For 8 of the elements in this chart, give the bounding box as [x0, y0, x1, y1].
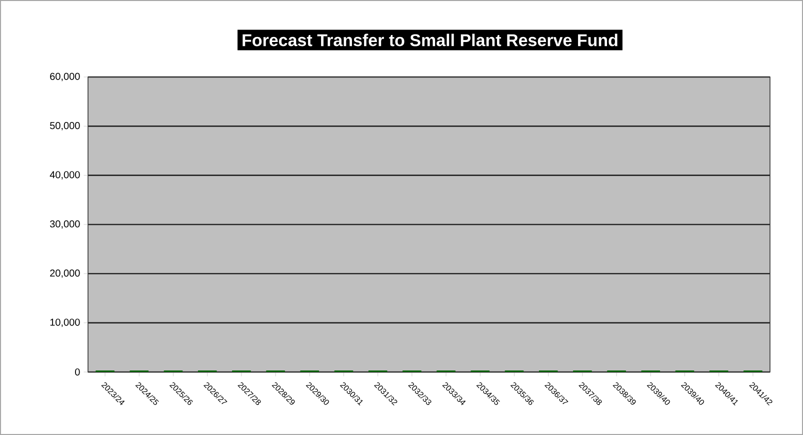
y-tick-label: 30,000	[50, 220, 80, 229]
y-tick-label: 10,000	[50, 318, 80, 327]
chart-title: Forecast Transfer to Small Plant Reserve Fund	[242, 34, 618, 46]
y-tick-label: 0	[75, 368, 80, 376]
y-tick-label: 60,000	[50, 72, 80, 82]
y-tick-label: 50,000	[50, 122, 80, 130]
y-tick-label: 40,000	[50, 171, 80, 180]
y-tick-label: 20,000	[50, 270, 80, 278]
